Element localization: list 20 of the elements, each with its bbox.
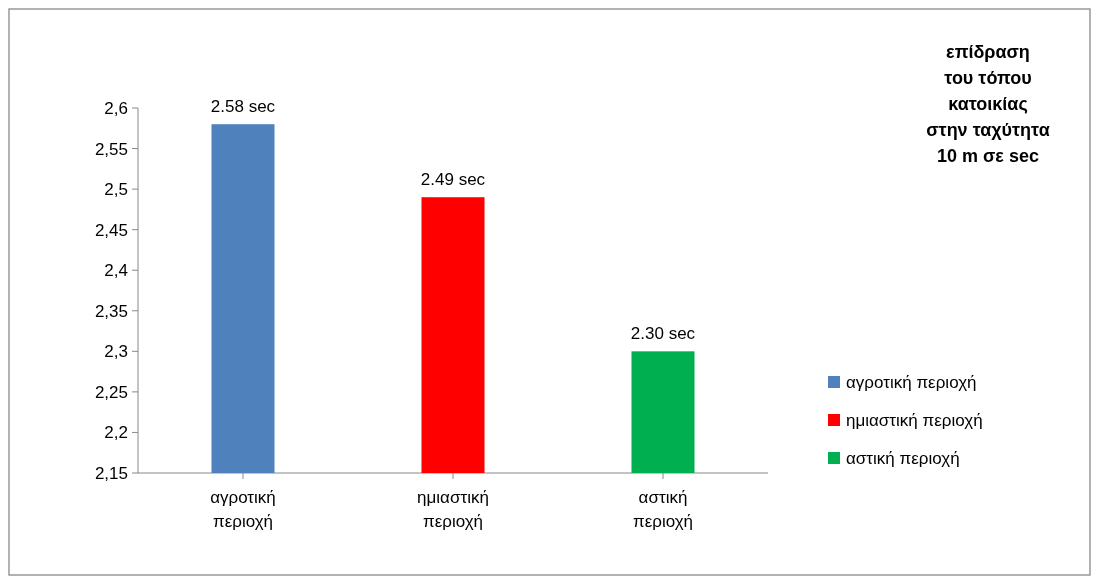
- y-tick-label: 2,45: [94, 220, 128, 240]
- legend-label: αστική περιοχή: [846, 448, 960, 468]
- y-tick-label: 2,25: [94, 382, 128, 402]
- legend-label: αγροτική περιοχή: [846, 372, 977, 392]
- y-tick-label: 2,3: [104, 342, 128, 362]
- data-label: 2.49 sec: [420, 170, 486, 190]
- y-tick-label: 2,2: [104, 423, 128, 443]
- legend-label: ημιαστική περιοχή: [846, 410, 983, 430]
- y-tick-label: 2,15: [94, 463, 128, 483]
- y-tick-label: 2,55: [94, 139, 128, 159]
- x-tick-label: αστική περιοχή: [632, 488, 694, 531]
- data-label: 2.30 sec: [630, 324, 696, 344]
- x-tick-label: ημιαστική περιοχή: [417, 488, 489, 531]
- y-tick-label: 2,5: [104, 180, 128, 200]
- y-tick-label: 2,4: [104, 261, 128, 281]
- x-tick-label: αγροτική περιοχή: [210, 488, 276, 531]
- y-tick-label: 2,6: [104, 98, 128, 118]
- text: επίδραση του τόπου κατοικίας στην ταχύτητα 10 m σε sec: [926, 42, 1050, 166]
- y-tick-label: 2,35: [94, 301, 128, 321]
- data-label: 2.58 sec: [210, 97, 276, 117]
